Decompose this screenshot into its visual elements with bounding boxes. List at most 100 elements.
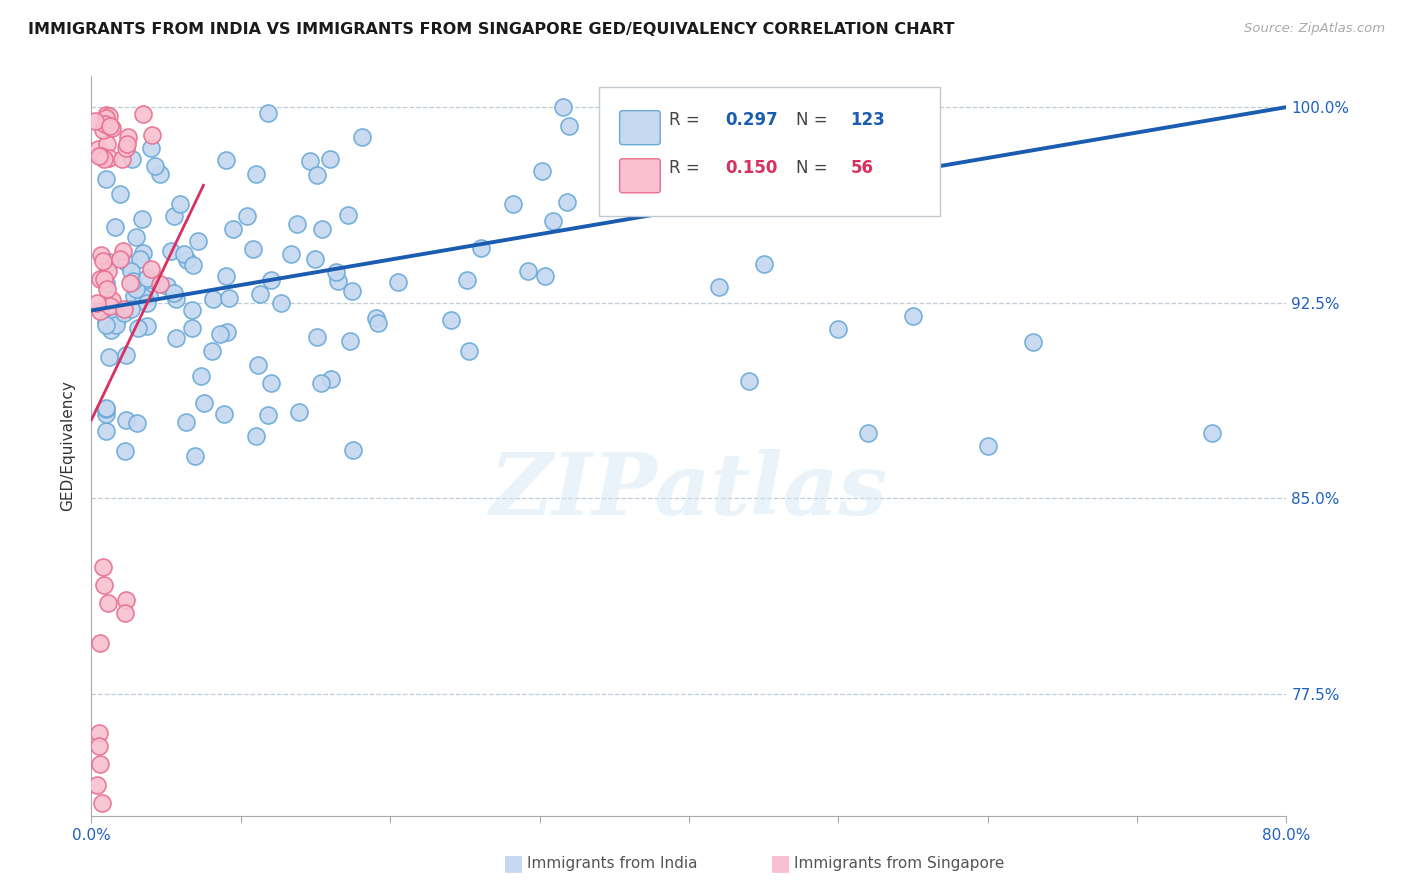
FancyBboxPatch shape	[599, 87, 939, 217]
Point	[115, 141, 138, 155]
Text: Immigrants from Singapore: Immigrants from Singapore	[794, 856, 1005, 871]
Point	[155, 279, 177, 293]
Point	[91, 254, 114, 268]
Point	[366, 311, 388, 326]
Text: Source: ZipAtlas.com: Source: ZipAtlas.com	[1244, 22, 1385, 36]
Point	[138, 289, 160, 303]
Point	[120, 276, 142, 290]
Point	[96, 315, 118, 329]
Point	[112, 301, 135, 316]
Point	[93, 272, 115, 286]
Point	[86, 296, 108, 310]
Point	[110, 252, 132, 266]
Point	[96, 401, 118, 416]
Point	[132, 290, 155, 304]
Point	[115, 136, 138, 151]
Point	[318, 152, 340, 166]
Point	[174, 415, 197, 429]
Point	[132, 107, 155, 121]
Point	[208, 327, 231, 342]
Point	[96, 407, 118, 421]
Y-axis label: GED/Equivalency: GED/Equivalency	[60, 381, 76, 511]
Point	[307, 168, 329, 182]
Point	[112, 244, 135, 259]
Point	[94, 117, 117, 131]
Point	[181, 320, 204, 334]
Point	[458, 344, 481, 359]
Point	[108, 187, 131, 202]
Point	[97, 109, 120, 123]
Point	[125, 282, 148, 296]
Point	[98, 255, 121, 269]
Point	[337, 209, 360, 223]
Point	[115, 413, 138, 427]
Point	[149, 167, 172, 181]
Point	[86, 778, 108, 792]
Point	[128, 252, 150, 266]
Point	[387, 275, 409, 289]
Point	[176, 253, 198, 268]
Point	[89, 271, 111, 285]
Point	[122, 274, 145, 288]
Text: 123: 123	[851, 111, 884, 128]
Point	[246, 358, 269, 372]
Point	[249, 287, 271, 301]
Point	[91, 560, 114, 574]
Point	[96, 401, 118, 415]
Point	[215, 269, 238, 284]
Point	[104, 318, 127, 333]
Point	[222, 222, 245, 236]
Point	[534, 268, 557, 283]
Point	[516, 264, 538, 278]
Point	[114, 606, 136, 620]
Point	[96, 137, 118, 152]
Point	[160, 244, 183, 259]
Point	[149, 277, 172, 291]
Point	[132, 246, 155, 260]
Point	[90, 149, 112, 163]
Point	[93, 152, 115, 166]
Text: R =: R =	[669, 160, 704, 178]
Point	[260, 376, 283, 390]
Point	[125, 229, 148, 244]
Point	[531, 164, 554, 178]
Point	[87, 149, 110, 163]
Point	[287, 405, 309, 419]
Point	[98, 119, 121, 133]
Point	[173, 247, 195, 261]
Point	[367, 316, 389, 330]
Point	[304, 252, 326, 266]
Point	[139, 262, 162, 277]
Point	[127, 416, 149, 430]
Point	[214, 407, 236, 421]
Point	[440, 313, 463, 327]
Point	[89, 757, 111, 772]
Point	[165, 330, 187, 344]
Point	[543, 214, 565, 228]
Point	[141, 128, 163, 143]
Point	[319, 372, 342, 386]
Text: Immigrants from India: Immigrants from India	[527, 856, 697, 871]
Point	[143, 159, 166, 173]
Point	[93, 122, 115, 136]
Point	[115, 348, 138, 362]
Point	[83, 114, 105, 128]
Point	[827, 321, 849, 335]
Point	[112, 306, 135, 320]
Point	[339, 334, 361, 349]
Point	[187, 234, 209, 248]
Point	[120, 301, 142, 316]
Point	[502, 196, 524, 211]
Point	[165, 292, 187, 306]
FancyBboxPatch shape	[620, 159, 661, 193]
Point	[217, 325, 239, 339]
Point	[115, 593, 138, 607]
Point	[111, 153, 134, 167]
Point	[139, 141, 162, 155]
Point	[96, 424, 118, 438]
Point	[190, 368, 212, 383]
Point	[163, 209, 186, 223]
Point	[551, 100, 574, 114]
Point	[101, 121, 124, 136]
Point	[201, 344, 224, 359]
